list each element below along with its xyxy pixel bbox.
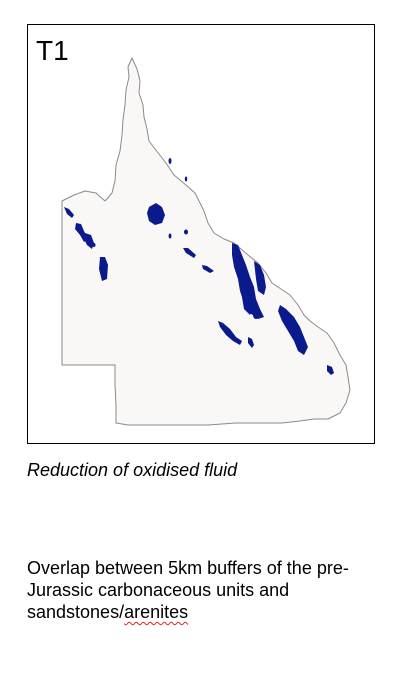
feature-cluster — [184, 176, 188, 182]
feature-cluster — [242, 289, 254, 315]
queensland-map — [61, 57, 351, 426]
feature-cluster — [218, 321, 242, 345]
feature-cluster — [183, 248, 196, 258]
feature-cluster — [99, 257, 108, 281]
feature-cluster — [64, 207, 74, 218]
feature-cluster — [184, 229, 188, 235]
feature-cluster — [327, 365, 334, 375]
state-outline — [61, 57, 351, 426]
panel-label: T1 — [36, 35, 69, 66]
feature-cluster — [232, 243, 264, 319]
description-text: Overlap between 5km buffers of the pre-J… — [27, 557, 387, 623]
map-panel: T1 — [27, 24, 375, 444]
feature-cluster — [84, 233, 94, 249]
feature-cluster — [92, 243, 96, 247]
feature-cluster — [254, 261, 266, 295]
feature-cluster — [168, 233, 172, 239]
feature-cluster — [168, 158, 172, 164]
map-caption: Reduction of oxidised fluid — [27, 460, 238, 480]
feature-cluster — [278, 305, 308, 355]
overlap-features — [64, 158, 334, 375]
description-prefix: Overlap between 5km buffers of the pre-J… — [27, 558, 349, 622]
feature-cluster — [248, 337, 254, 348]
feature-cluster — [202, 265, 214, 273]
feature-cluster — [147, 203, 165, 225]
spellcheck-flagged-word[interactable]: arenites — [124, 602, 189, 622]
feature-cluster — [253, 311, 259, 319]
